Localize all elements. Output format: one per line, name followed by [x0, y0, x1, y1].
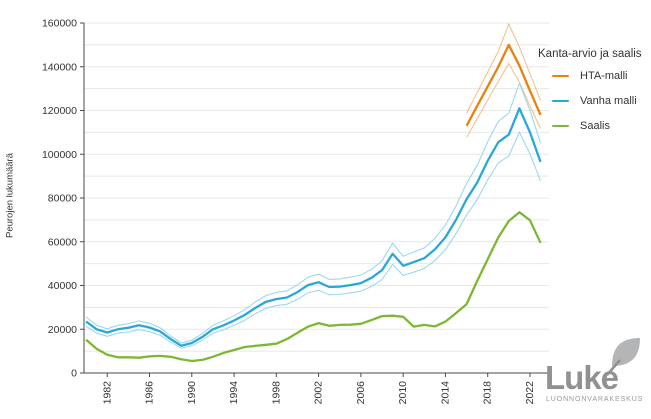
x-tick-label: 2010 [397, 381, 409, 405]
y-tick-label: 160000 [42, 18, 77, 30]
y-tick-label: 60000 [48, 236, 77, 248]
y-tick-label: 140000 [42, 61, 77, 73]
series-vanha-malli-line [85, 107, 542, 347]
y-tick-label: 20000 [48, 324, 77, 336]
y-tick-label: 100000 [42, 149, 77, 161]
y-tick-label: 80000 [48, 193, 77, 205]
luke-logo-wordmark: Luke [541, 338, 645, 396]
series-hta-malli-line [465, 43, 542, 127]
x-tick-label: 1994 [228, 381, 240, 405]
series-vanha-malli-upper-band [85, 81, 542, 344]
y-axis-title: Peurojen lukumäärä [4, 152, 16, 239]
luke-logo: Luke LUONNONVARAKESKUS [541, 338, 645, 403]
leaf-icon [606, 338, 640, 376]
series-hta-malli-lower-band [466, 62, 541, 138]
legend-label: Saalis [580, 120, 610, 132]
x-tick-label: 1986 [144, 381, 156, 405]
legend-item-saalis: Saalis [552, 120, 650, 132]
x-tick-label: 2006 [355, 381, 367, 405]
x-tick-label: 1990 [186, 381, 198, 405]
x-tick-label: 1982 [101, 381, 113, 405]
x-tick-label: 2002 [313, 381, 325, 405]
vanha-line-marker-icon [552, 99, 569, 103]
legend-item-vanha: Vanha malli [552, 95, 650, 107]
legend: Kanta-arvio ja saalis HTA-malli Vanha ma… [538, 48, 650, 145]
series-hta-malli-upper-band [466, 22, 542, 114]
legend-label: HTA-malli [580, 70, 628, 82]
luke-logo-subtitle: LUONNONVARAKESKUS [546, 396, 644, 403]
hta-line-marker-icon [552, 74, 569, 78]
legend-label: Vanha malli [580, 95, 637, 107]
legend-title: Kanta-arvio ja saalis [538, 48, 642, 60]
y-tick-label: 40000 [48, 280, 77, 292]
x-tick-label: 2018 [482, 381, 494, 405]
y-tick-label: 0 [71, 368, 77, 380]
legend-item-hta: HTA-malli [552, 70, 650, 82]
series-saalis-line [85, 211, 542, 363]
x-tick-label: 2022 [524, 381, 536, 405]
luke-logo-text: Luke [545, 359, 619, 396]
series-vanha-malli-lower-band [85, 130, 542, 349]
saalis-line-marker-icon [552, 124, 569, 128]
y-tick-label: 120000 [42, 105, 77, 117]
x-tick-label: 2014 [439, 381, 451, 405]
x-tick-label: 1998 [270, 381, 282, 405]
